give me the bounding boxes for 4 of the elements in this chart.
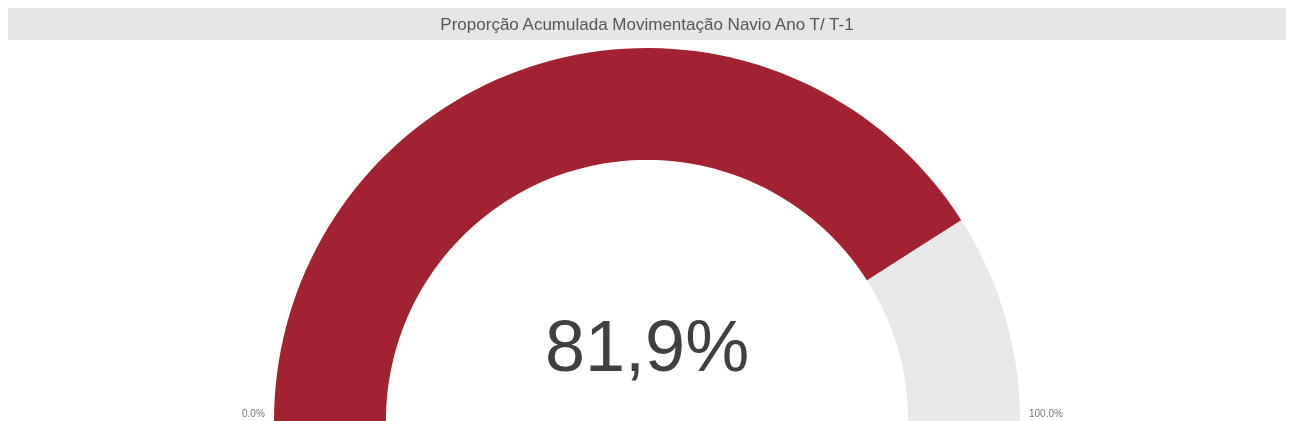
text: 0.0% bbox=[242, 408, 265, 419]
chart-title: Proporção Acumulada Movimentação Navio Ano T/ T-1 bbox=[440, 14, 854, 34]
text: 81,9% bbox=[545, 306, 750, 386]
text: 100.0% bbox=[1029, 408, 1064, 419]
